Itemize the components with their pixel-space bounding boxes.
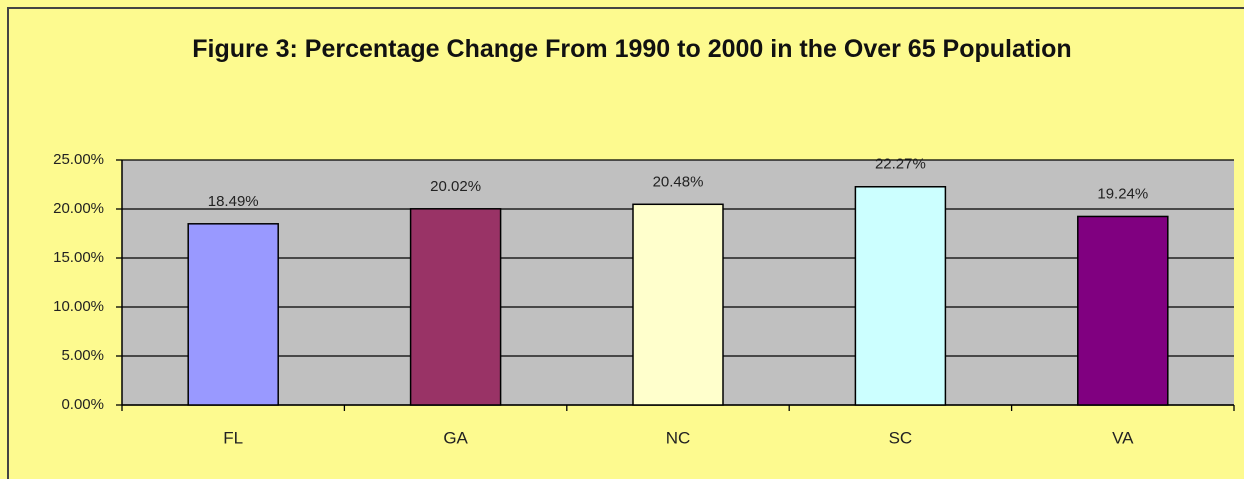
x-tick-label: SC — [889, 428, 913, 447]
x-tick-label: NC — [666, 428, 691, 447]
data-label: 20.48% — [653, 173, 704, 190]
data-label: 20.02% — [430, 178, 481, 195]
data-label: 18.49% — [208, 193, 259, 210]
bar — [1077, 215, 1169, 406]
bar — [854, 186, 947, 406]
bar — [409, 208, 502, 406]
data-label: 22.27% — [875, 156, 926, 173]
x-tick-label: FL — [223, 428, 243, 447]
y-tick-label: 20.00% — [53, 200, 104, 217]
data-label: 19.24% — [1097, 185, 1148, 202]
y-tick-label: 0.00% — [61, 396, 104, 413]
bar — [632, 203, 724, 406]
x-tick-label: VA — [1112, 428, 1134, 447]
y-tick-label: 25.00% — [53, 151, 104, 168]
chart-title: Figure 3: Percentage Change From 1990 to… — [192, 35, 1072, 63]
y-tick-label: 15.00% — [53, 249, 104, 266]
bar — [187, 223, 279, 406]
chart-frame — [7, 7, 1244, 479]
y-tick-label: 5.00% — [61, 347, 104, 364]
x-tick-label: GA — [443, 428, 468, 447]
y-tick-label: 10.00% — [53, 298, 104, 315]
